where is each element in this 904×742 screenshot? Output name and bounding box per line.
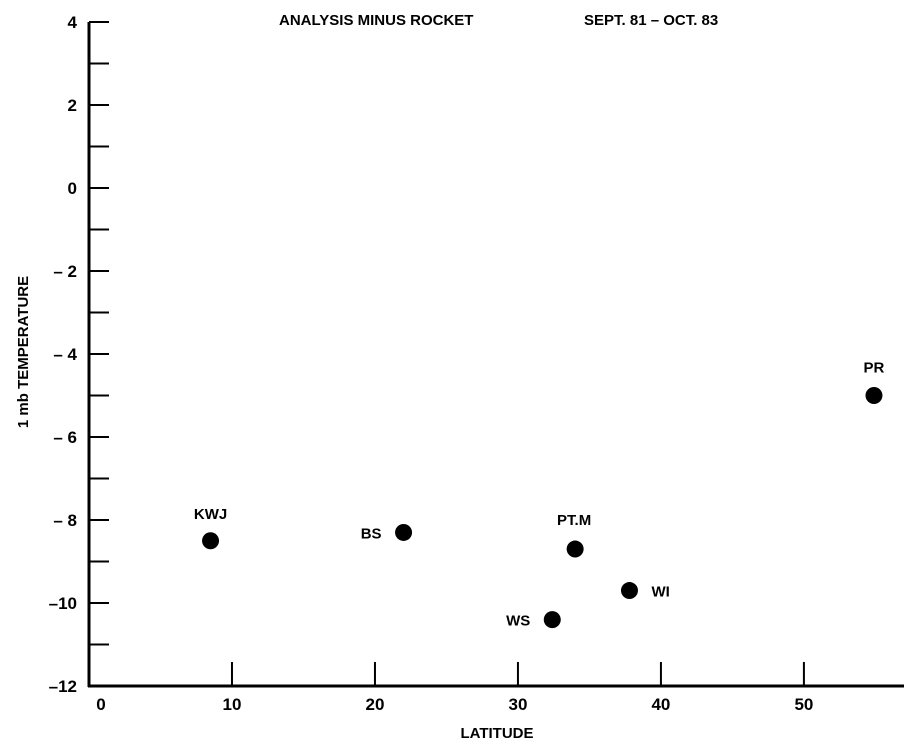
y-tick-label: 4 bbox=[68, 13, 78, 32]
y-tick-label: – 6 bbox=[53, 428, 77, 447]
data-point bbox=[543, 611, 561, 629]
x-tick-label: 50 bbox=[794, 695, 813, 714]
data-point-label: PR bbox=[864, 360, 885, 377]
data-point bbox=[395, 523, 413, 541]
y-tick-label: 0 bbox=[68, 179, 77, 198]
data-point-label: PT.M bbox=[557, 512, 591, 529]
y-axis-title: 1 mb TEMPERATURE bbox=[15, 276, 32, 428]
data-point bbox=[202, 532, 220, 550]
x-tick-label: 20 bbox=[366, 695, 385, 714]
y-tick-label: –10 bbox=[49, 594, 77, 613]
y-tick-label: – 4 bbox=[53, 345, 77, 364]
data-point-label: KWJ bbox=[194, 506, 227, 523]
chart-subtitle: SEPT. 81 – OCT. 83 bbox=[584, 12, 718, 29]
y-tick-label: – 8 bbox=[53, 511, 77, 530]
data-point bbox=[865, 387, 883, 404]
data-point-label: WS bbox=[506, 613, 530, 630]
data-point-label: WI bbox=[651, 584, 669, 601]
data-point bbox=[620, 582, 638, 600]
data-point bbox=[566, 540, 584, 558]
x-axis-title: LATITUDE bbox=[460, 725, 533, 742]
chart-title: ANALYSIS MINUS ROCKET bbox=[279, 12, 473, 29]
data-point-label: BS bbox=[361, 525, 382, 542]
y-tick-label: 2 bbox=[68, 96, 77, 115]
x-tick-label: 30 bbox=[508, 695, 527, 714]
data-points: KWJ BS PT.M WI WS PR bbox=[194, 360, 885, 630]
axes: 420– 2– 4– 6– 8–10–120 10 20 30 40 50 bbox=[49, 13, 904, 714]
x-tick-label: 0 bbox=[96, 695, 105, 714]
y-tick-label: – 2 bbox=[53, 262, 77, 281]
y-tick-label: –12 bbox=[49, 677, 77, 696]
x-tick-label: 40 bbox=[651, 695, 670, 714]
x-tick-label: 10 bbox=[223, 695, 242, 714]
